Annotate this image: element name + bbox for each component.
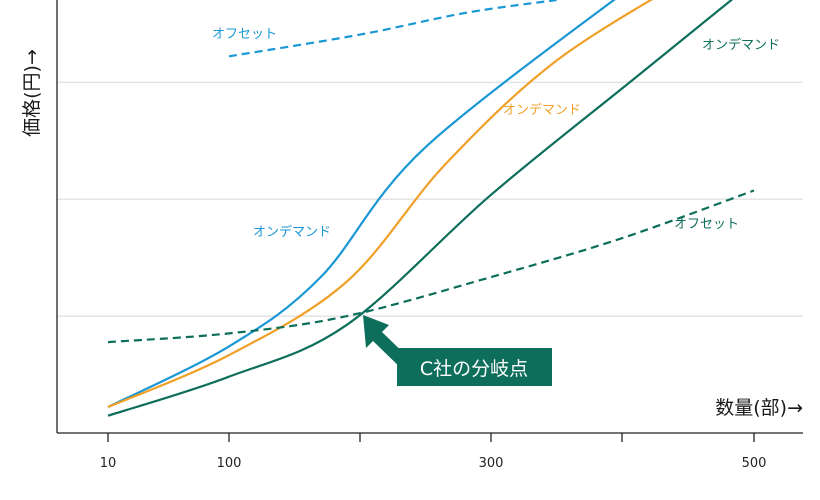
ondemand-orange-label: オンデマンド xyxy=(503,102,581,118)
ondemand-green-line xyxy=(107,0,734,417)
ondemand-blue-line xyxy=(107,0,616,408)
y-axis-title: 価格(円)→ xyxy=(21,49,43,137)
x-tick-label-3: 300 xyxy=(479,456,504,471)
offset-blue-line xyxy=(228,0,557,58)
ondemand-orange-line xyxy=(107,0,653,409)
offset-blue-label: オフセット xyxy=(212,27,277,42)
breakeven-annotation: C社の分岐点 xyxy=(363,315,552,386)
callout-text: C社の分岐点 xyxy=(420,358,528,380)
grid xyxy=(57,81,803,317)
ondemand-green-label: オンデマンド xyxy=(702,37,780,53)
x-tick-label-1: 100 xyxy=(217,456,242,471)
series-lines xyxy=(107,0,755,417)
x-tick-label-0: 10 xyxy=(100,456,117,471)
x-axis-ticks: 10 100 300 500 xyxy=(100,433,767,471)
ondemand-blue-label: オンデマンド xyxy=(253,224,331,240)
x-axis-title: 数量(部)→ xyxy=(715,397,803,419)
offset-green-label: オフセット xyxy=(674,217,739,232)
offset-green-line xyxy=(107,189,755,344)
callout-box xyxy=(397,348,552,386)
x-tick-label-5: 500 xyxy=(742,456,767,471)
